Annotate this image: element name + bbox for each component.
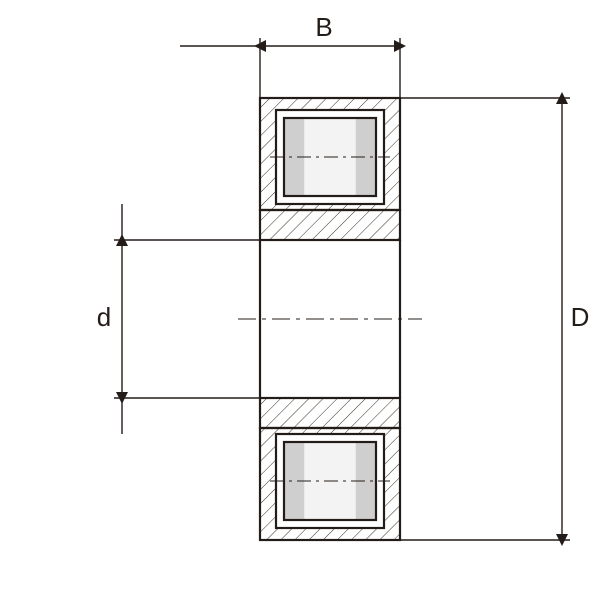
inner-ring-bottom bbox=[260, 398, 400, 428]
dim-B-label: B bbox=[315, 12, 332, 42]
dim-d-label: d bbox=[97, 302, 111, 332]
dim-D-label: D bbox=[571, 302, 590, 332]
inner-ring-top bbox=[260, 210, 400, 240]
